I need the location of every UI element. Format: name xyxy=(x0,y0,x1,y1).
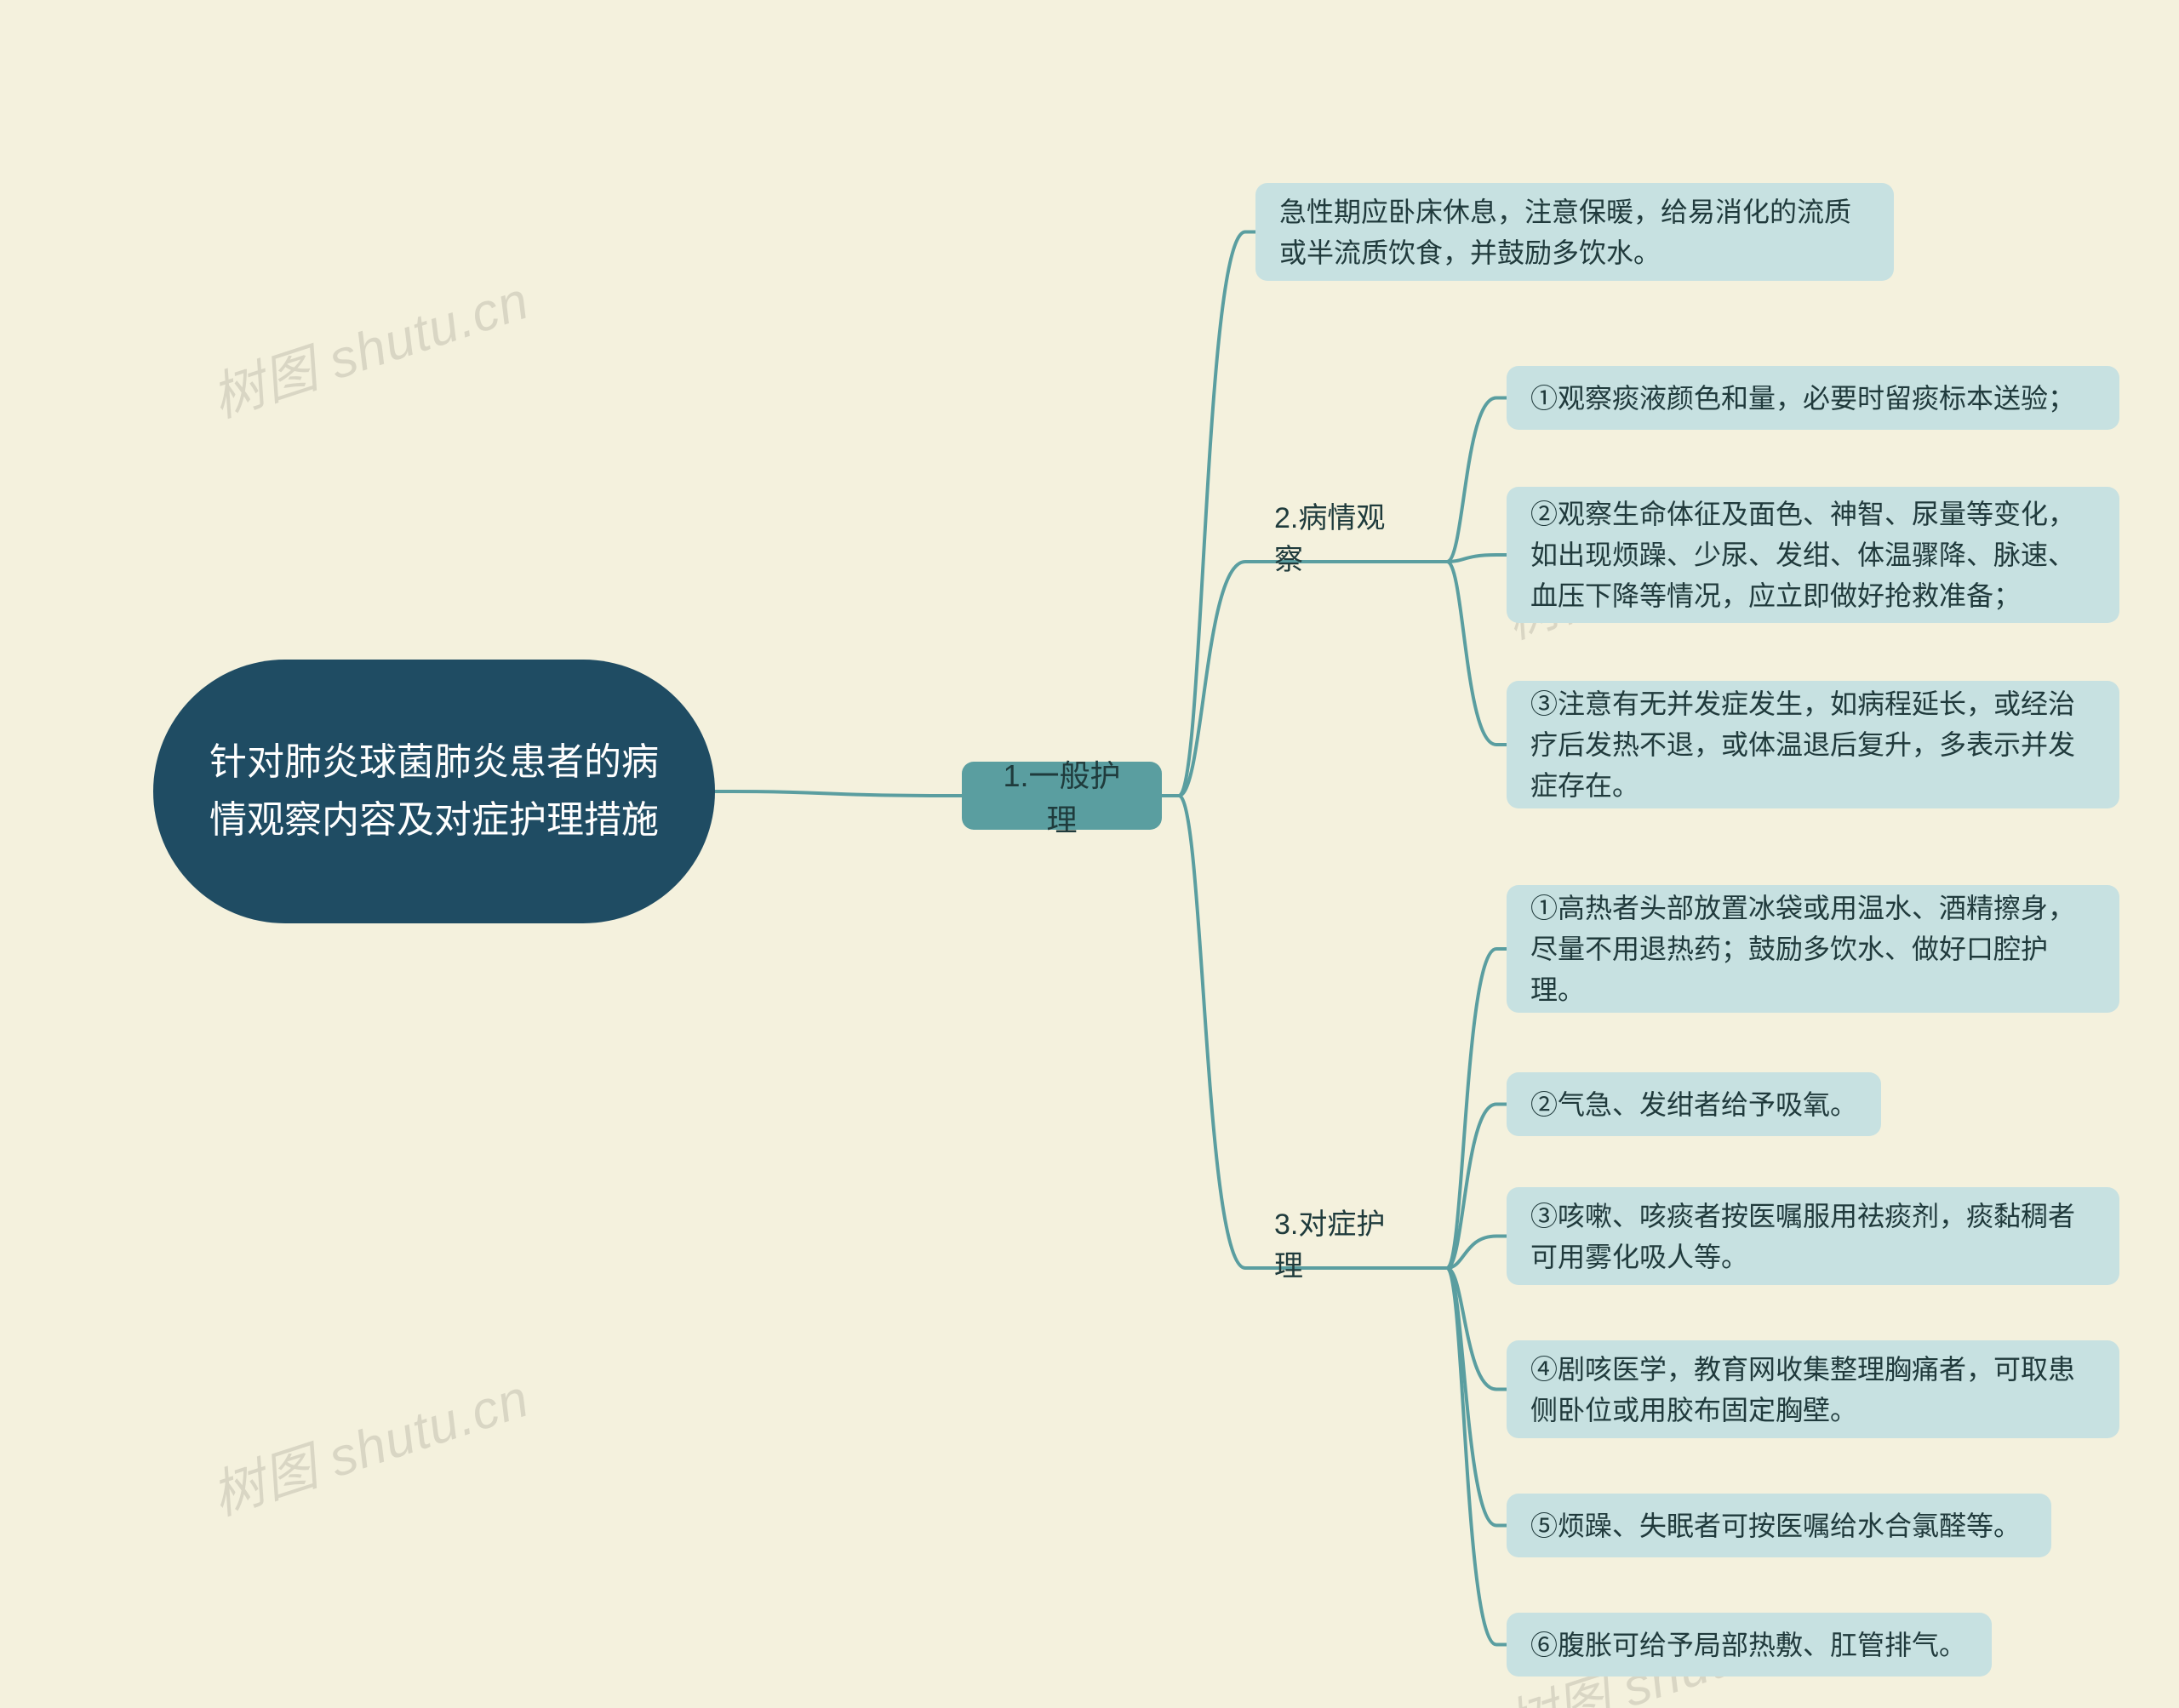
leaf-observe-complication[interactable]: ③注意有无并发症发生，如病程延长，或经治疗后发热不退，或体温退后复升，多表示并发… xyxy=(1507,681,2119,808)
watermark: 树图 shutu.cn xyxy=(201,1355,537,1529)
leaf-dyspnea[interactable]: ②气急、发绀者给予吸氧。 xyxy=(1507,1072,1881,1136)
leaf-acute-rest[interactable]: 急性期应卧床休息，注意保暖，给易消化的流质或半流质饮食，并鼓励多饮水。 xyxy=(1255,183,1894,281)
level2-node-observation[interactable]: 2.病情观察 xyxy=(1255,511,1430,562)
leaf-observe-vitals[interactable]: ②观察生命体征及面色、神智、尿量等变化，如出现烦躁、少尿、发绀、体温骤降、脉速、… xyxy=(1507,487,2119,623)
level2-node-symptomatic-care[interactable]: 3.对症护理 xyxy=(1255,1217,1430,1268)
mindmap-canvas: 树图 shutu.cn 树图 shutu.cn 树图 shutu.cn 树图 s… xyxy=(0,0,2179,1708)
leaf-cough[interactable]: ③咳嗽、咳痰者按医嘱服用祛痰剂，痰黏稠者可用雾化吸人等。 xyxy=(1507,1187,2119,1285)
leaf-restless[interactable]: ⑤烦躁、失眠者可按医嘱给水合氯醛等。 xyxy=(1507,1494,2051,1557)
leaf-observe-sputum[interactable]: ①观察痰液颜色和量，必要时留痰标本送验； xyxy=(1507,366,2119,430)
level1-node-general-care[interactable]: 1.一般护理 xyxy=(962,762,1162,830)
watermark: 树图 shutu.cn xyxy=(201,257,537,431)
root-node[interactable]: 针对肺炎球菌肺炎患者的病情观察内容及对症护理措施 xyxy=(153,660,715,923)
leaf-chest-pain[interactable]: ④剧咳医学，教育网收集整理胸痛者，可取患侧卧位或用胶布固定胸壁。 xyxy=(1507,1340,2119,1438)
leaf-high-fever[interactable]: ①高热者头部放置冰袋或用温水、酒精擦身，尽量不用退热药；鼓励多饮水、做好口腔护理… xyxy=(1507,885,2119,1013)
leaf-bloating[interactable]: ⑥腹胀可给予局部热敷、肛管排气。 xyxy=(1507,1613,1992,1677)
